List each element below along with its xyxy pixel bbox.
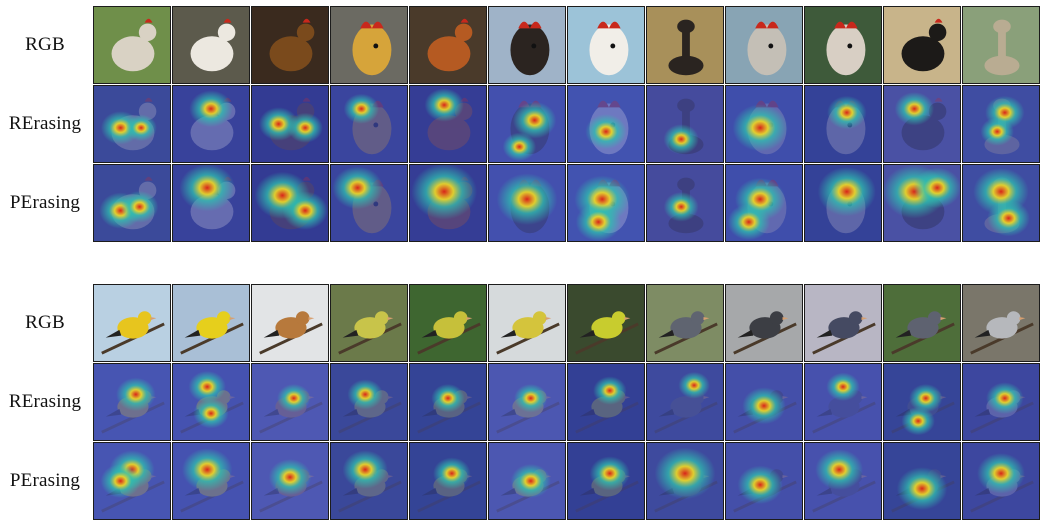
row-cells [93, 6, 1040, 84]
row-rerasing: RErasing [0, 363, 1047, 441]
heatmap-goldfinch [409, 363, 487, 441]
heatmap-junco [962, 363, 1040, 441]
rgb-image-ostrich [646, 6, 724, 84]
heatmap-ostrich-head [962, 85, 1040, 163]
rgb-image-ostrich [883, 6, 961, 84]
rgb-image-hen [172, 6, 250, 84]
heatmap-goldfinch [172, 442, 250, 520]
heatmap-chicken [93, 85, 171, 163]
heatmap-goldfinch [172, 363, 250, 441]
row-label-rerasing: RErasing [8, 391, 82, 412]
heatmap-rooster [251, 85, 329, 163]
rgb-image-junco [725, 284, 803, 362]
rgb-image-junco [962, 284, 1040, 362]
rgb-image-ostrich-head [725, 6, 803, 84]
rgb-image-ostrich-head [962, 6, 1040, 84]
heatmap-hen [172, 85, 250, 163]
heatmap-chicken [93, 164, 171, 242]
heatmap-rooster-head [488, 164, 566, 242]
rgb-image-goldfinch [409, 284, 487, 362]
row-rgb: RGB [0, 6, 1047, 84]
rgb-image-goldfinch [251, 284, 329, 362]
rgb-image-goldfinch [93, 284, 171, 362]
heatmap-junco [883, 442, 961, 520]
rgb-image-rooster [330, 6, 408, 84]
heatmap-ostrich [646, 85, 724, 163]
heatmap-rooster [251, 164, 329, 242]
heatmap-rooster-head [567, 85, 645, 163]
row-label-perasing: PErasing [9, 192, 81, 213]
heatmap-goldfinch [251, 442, 329, 520]
rgb-image-goldfinch [488, 284, 566, 362]
rgb-image-goldfinch [330, 284, 408, 362]
heatmap-rooster [330, 164, 408, 242]
heatmap-goldfinch [330, 442, 408, 520]
rgb-image-junco [804, 284, 882, 362]
rgb-image-rooster [409, 6, 487, 84]
heatmap-rooster-head [567, 164, 645, 242]
heatmap-junco [962, 442, 1040, 520]
heatmap-rooster [330, 85, 408, 163]
row-label-rerasing: RErasing [8, 113, 82, 134]
row-label-rgb: RGB [25, 312, 65, 333]
row-cells [93, 284, 1040, 362]
heatmap-ostrich-head [804, 164, 882, 242]
row-cells [93, 164, 1040, 242]
rgb-image-chicken [93, 6, 171, 84]
row-label-rgb: RGB [25, 34, 65, 55]
heatmap-ostrich [883, 164, 961, 242]
row-cells [93, 363, 1040, 441]
row-label-perasing: PErasing [9, 470, 81, 491]
heatmap-junco [883, 363, 961, 441]
row-perasing: PErasing [0, 442, 1047, 520]
heatmap-goldfinch [488, 442, 566, 520]
rgb-image-junco [646, 284, 724, 362]
row-perasing: PErasing [0, 164, 1047, 242]
rgb-image-rooster-head [567, 6, 645, 84]
row-rerasing: RErasing [0, 85, 1047, 163]
heatmap-junco [646, 363, 724, 441]
heatmap-junco [725, 442, 803, 520]
rgb-image-rooster [251, 6, 329, 84]
heatmap-junco [646, 442, 724, 520]
heatmap-rooster [409, 164, 487, 242]
heatmap-rooster [409, 85, 487, 163]
heatmap-goldfinch [330, 363, 408, 441]
row-cells [93, 442, 1040, 520]
heatmap-ostrich [883, 85, 961, 163]
heatmap-goldfinch [567, 442, 645, 520]
rgb-image-junco [883, 284, 961, 362]
row-rgb: RGB [0, 284, 1047, 362]
heatmap-ostrich-head [804, 85, 882, 163]
heatmap-junco [725, 363, 803, 441]
heatmap-goldfinch [567, 363, 645, 441]
heatmap-ostrich-head [725, 85, 803, 163]
heatmap-goldfinch [251, 363, 329, 441]
heatmap-goldfinch [409, 442, 487, 520]
rgb-image-ostrich-head [804, 6, 882, 84]
rgb-image-rooster-head [488, 6, 566, 84]
heatmap-goldfinch [488, 363, 566, 441]
rgb-image-goldfinch [172, 284, 250, 362]
heatmap-ostrich-head [725, 164, 803, 242]
heatmap-junco [804, 363, 882, 441]
heatmap-ostrich [646, 164, 724, 242]
heatmap-hen [172, 164, 250, 242]
rgb-image-goldfinch [567, 284, 645, 362]
heatmap-rooster-head [488, 85, 566, 163]
heatmap-junco [804, 442, 882, 520]
heatmap-ostrich-head [962, 164, 1040, 242]
heatmap-goldfinch [93, 363, 171, 441]
row-cells [93, 85, 1040, 163]
heatmap-goldfinch [93, 442, 171, 520]
